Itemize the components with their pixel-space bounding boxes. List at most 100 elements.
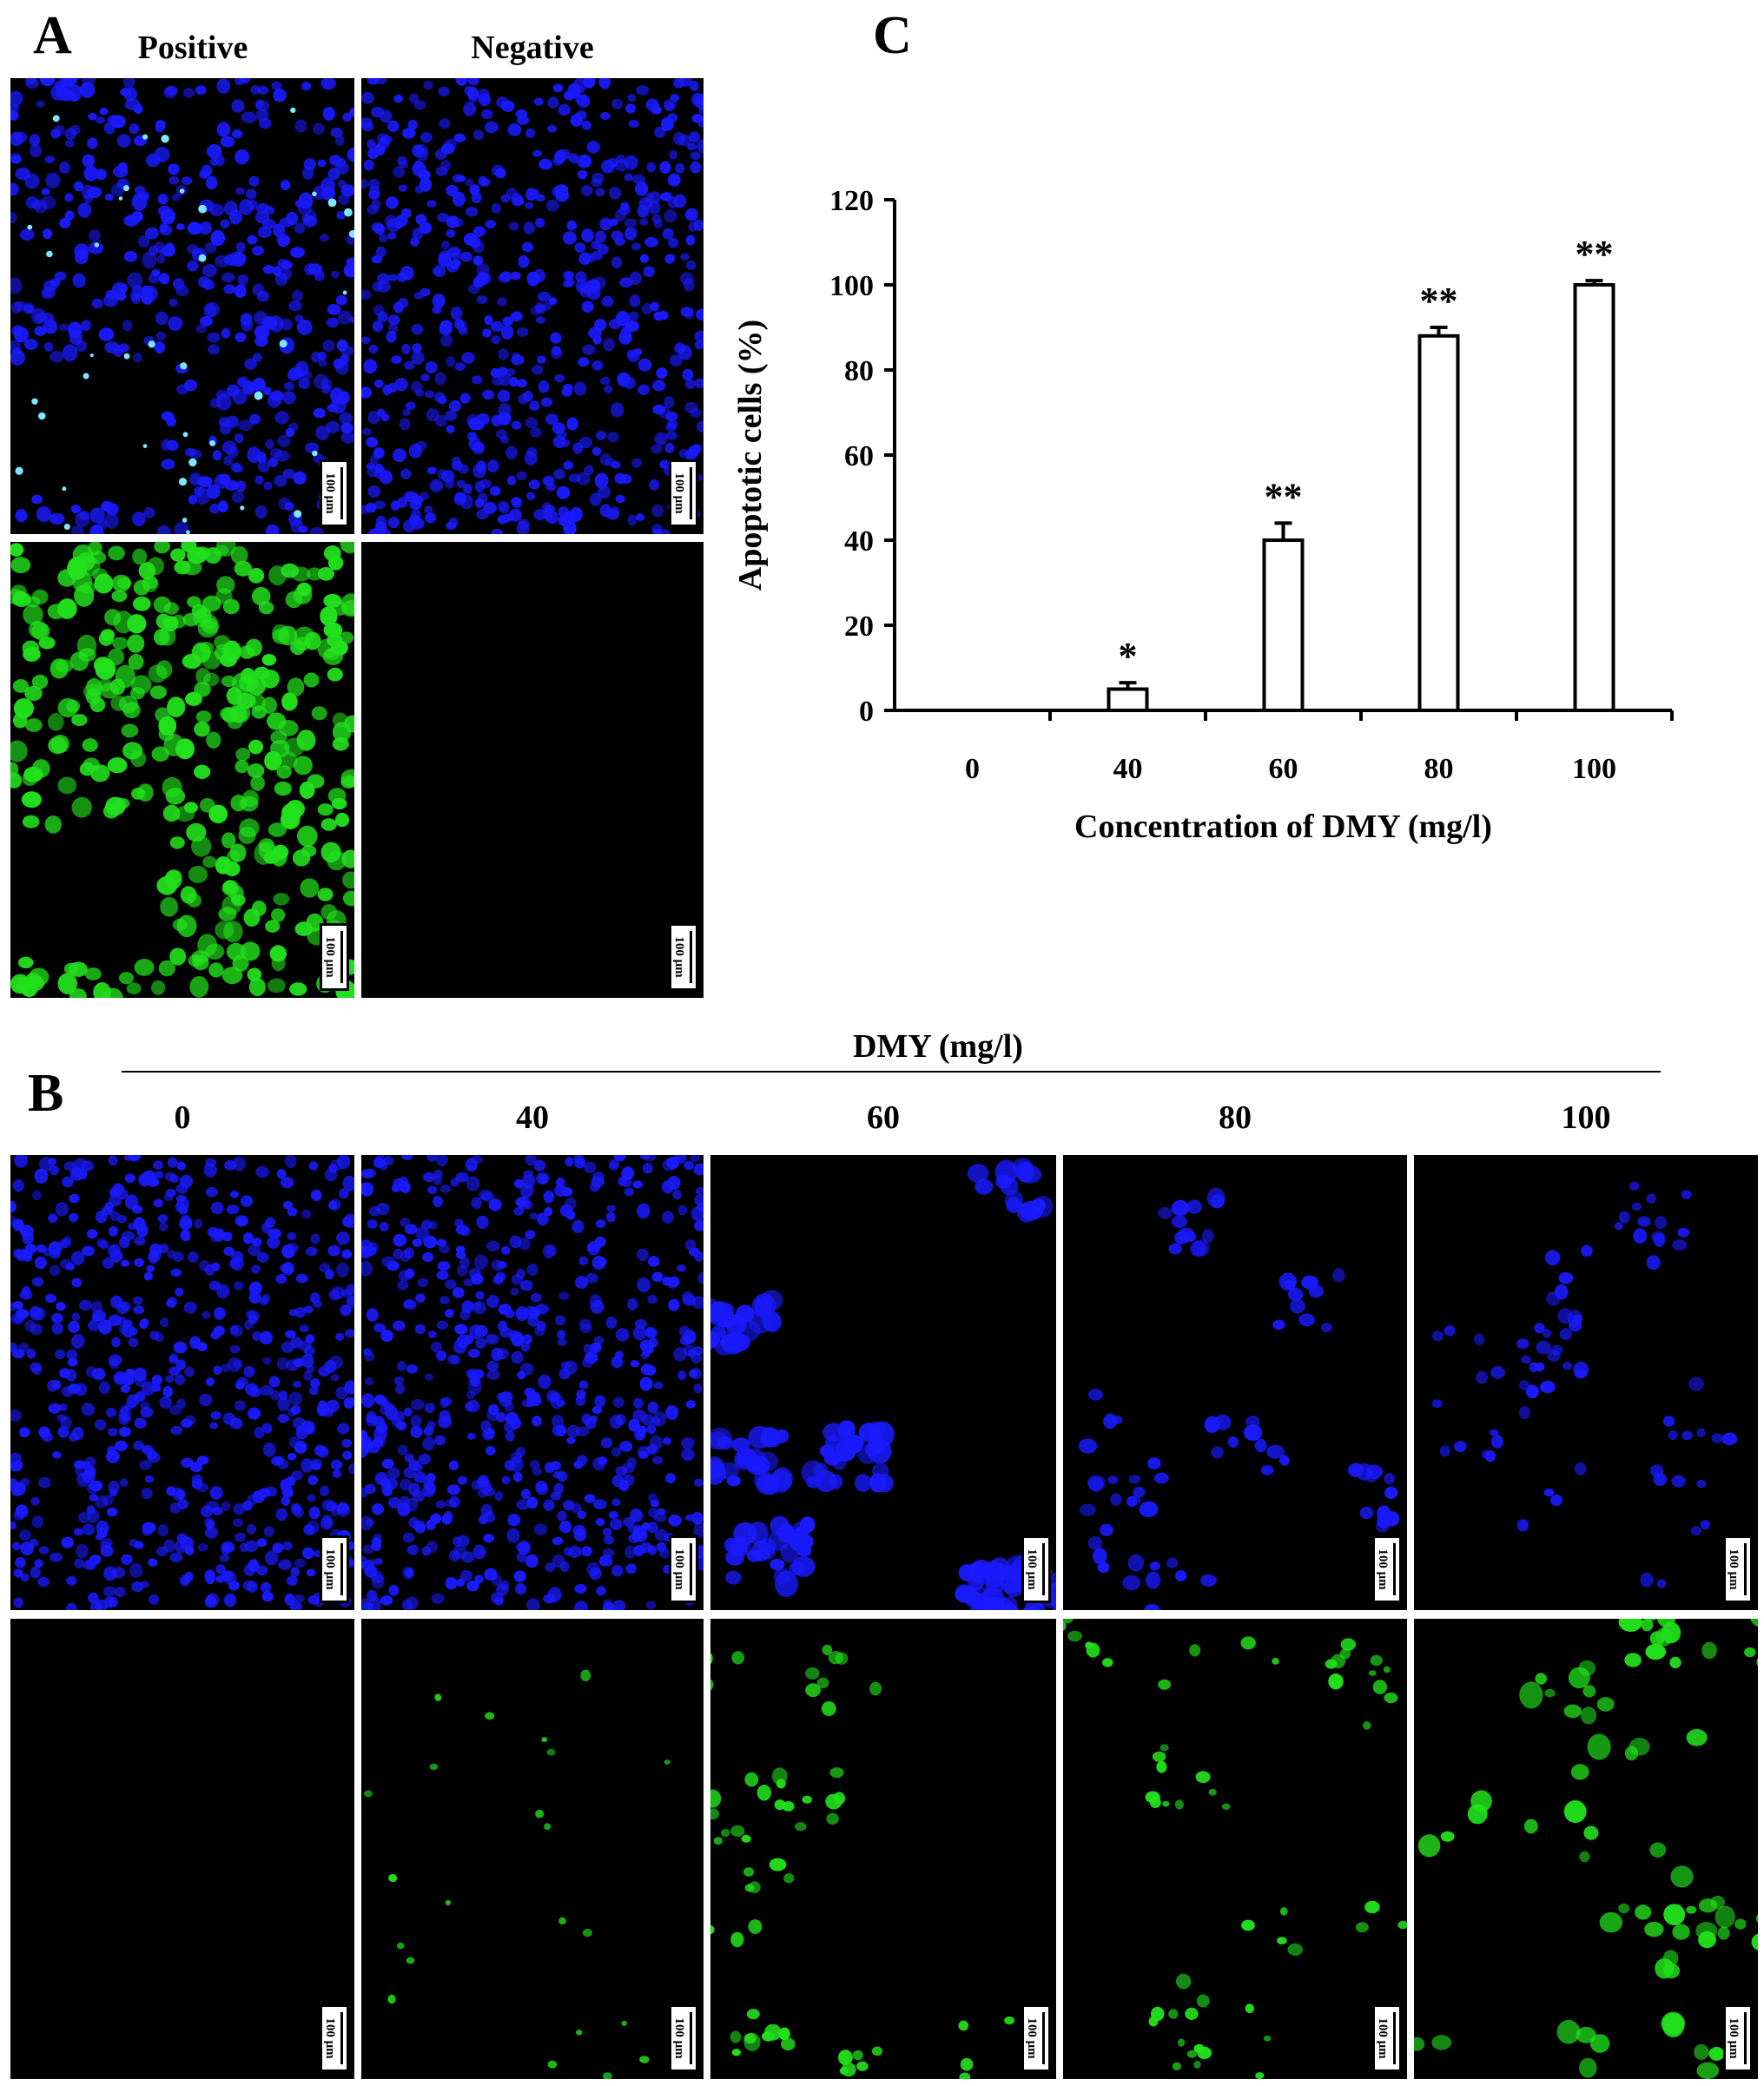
panel-b-0-dapi-image: 100 μm bbox=[10, 1155, 354, 1610]
scale-bar: 100 μm bbox=[1723, 2004, 1753, 2072]
bar bbox=[1417, 333, 1460, 713]
scale-bar: 100 μm bbox=[1723, 1535, 1753, 1603]
scale-bar-label: 100 μm bbox=[1375, 1548, 1390, 1590]
micrograph-texture bbox=[361, 1155, 704, 1610]
panel-c-bar-chart: 0 20 40 60 80 100 120 0 * 40 ** 60 ** 80 ** 100 Concentr… bbox=[732, 185, 1674, 845]
scale-bar-label: 100 μm bbox=[1024, 2017, 1039, 2059]
panel-b-40-tunel-image: 100 μm bbox=[361, 1619, 704, 2079]
panel-b-100-tunel-image: 100 μm bbox=[1414, 1619, 1758, 2079]
micrograph-texture bbox=[361, 78, 704, 534]
scale-bar-line bbox=[1042, 1543, 1045, 1595]
scale-bar-line bbox=[1393, 1543, 1396, 1595]
panel-b-80-dapi-image: 100 μm bbox=[1063, 1155, 1407, 1610]
y-axis-label: Apoptotic cells (%) bbox=[732, 320, 769, 591]
scale-bar: 100 μm bbox=[669, 459, 698, 527]
micrograph-texture bbox=[1078, 1187, 1400, 1610]
scale-bar-label: 100 μm bbox=[671, 936, 686, 978]
panel-a-negative-tunel-image: 100 μm bbox=[361, 542, 704, 998]
y-tick-label: 120 bbox=[829, 185, 874, 217]
scale-bar-line bbox=[340, 931, 343, 983]
scale-bar: 100 μm bbox=[669, 2004, 698, 2072]
micrograph-texture bbox=[364, 1669, 671, 2079]
x-tick-label: 60 bbox=[1269, 753, 1298, 785]
panel-b-col-80-header: 80 bbox=[1219, 1099, 1252, 1136]
scale-bar-line bbox=[690, 931, 692, 983]
x-tick-label: 0 bbox=[965, 753, 980, 785]
significance-marker: ** bbox=[1576, 233, 1614, 275]
scale-bar-label: 100 μm bbox=[322, 1548, 337, 1590]
scale-bar-line bbox=[340, 1543, 343, 1595]
scale-bar-label: 100 μm bbox=[1024, 1548, 1039, 1590]
x-axis-label: Concentration of DMY (mg/l) bbox=[1074, 809, 1492, 845]
scale-bar-label: 100 μm bbox=[322, 936, 337, 978]
scale-bar-line bbox=[1744, 2012, 1747, 2064]
scale-bar-label: 100 μm bbox=[1726, 1548, 1741, 1590]
scale-bar: 100 μm bbox=[320, 923, 349, 991]
significance-marker: ** bbox=[1265, 475, 1303, 518]
significance-marker: ** bbox=[1420, 280, 1458, 322]
micrograph-texture bbox=[10, 1619, 354, 2079]
panel-a-positive-tunel-image: 100 μm bbox=[10, 542, 354, 998]
scale-bar-line bbox=[340, 467, 343, 519]
scale-bar: 100 μm bbox=[1372, 2004, 1402, 2072]
panel-a-positive-dapi-image: 100 μm bbox=[10, 78, 354, 534]
micrograph-texture bbox=[10, 78, 354, 534]
scale-bar-label: 100 μm bbox=[671, 472, 686, 514]
x-tick-label: 80 bbox=[1424, 753, 1454, 785]
panel-c-label: C bbox=[873, 6, 912, 65]
significance-marker: * bbox=[1119, 635, 1138, 677]
micrograph-texture bbox=[361, 542, 704, 998]
scale-bar-label: 100 μm bbox=[671, 2017, 686, 2059]
scale-bar: 100 μm bbox=[1372, 1535, 1402, 1603]
scale-bar: 100 μm bbox=[320, 2004, 349, 2072]
micrograph-texture bbox=[1063, 1619, 1407, 2079]
panel-b-label: B bbox=[28, 1064, 64, 1123]
micrograph-texture bbox=[10, 1155, 354, 1610]
panel-b-60-dapi-image: 100 μm bbox=[710, 1155, 1056, 1610]
scale-bar: 100 μm bbox=[1021, 1535, 1051, 1603]
scale-bar-label: 100 μm bbox=[1726, 2017, 1741, 2059]
panel-b-col-40-header: 40 bbox=[516, 1099, 549, 1136]
panel-b-col-100-header: 100 bbox=[1561, 1099, 1611, 1136]
micrograph-texture bbox=[710, 1644, 1015, 2079]
scale-bar-line bbox=[1042, 2012, 1045, 2064]
scale-bar-label: 100 μm bbox=[322, 472, 337, 514]
scale-bar: 100 μm bbox=[320, 459, 349, 527]
x-tick-label: 100 bbox=[1572, 753, 1616, 785]
panel-b-80-tunel-image: 100 μm bbox=[1063, 1619, 1407, 2079]
panel-b-40-dapi-image: 100 μm bbox=[361, 1155, 704, 1610]
panel-b-col-0-header: 0 bbox=[174, 1099, 191, 1136]
scale-bar: 100 μm bbox=[1021, 2004, 1051, 2072]
panel-b-header-rule bbox=[122, 1071, 1661, 1073]
bar bbox=[1107, 687, 1149, 712]
scale-bar-line bbox=[690, 2012, 692, 2064]
micrograph-texture bbox=[710, 1158, 1056, 1610]
scale-bar-line bbox=[690, 1543, 692, 1595]
panel-a-label: A bbox=[33, 6, 72, 65]
micrograph-texture bbox=[10, 542, 354, 998]
scale-bar-line bbox=[340, 2012, 343, 2064]
bar bbox=[1262, 538, 1305, 712]
panel-b-100-dapi-image: 100 μm bbox=[1414, 1155, 1758, 1610]
scale-bar-line bbox=[690, 467, 692, 519]
panel-b-60-tunel-image: 100 μm bbox=[710, 1619, 1056, 2079]
panel-b-0-tunel-image: 100 μm bbox=[10, 1619, 354, 2079]
y-tick-label: 0 bbox=[859, 696, 874, 728]
bar bbox=[1573, 283, 1615, 712]
y-tick-label: 80 bbox=[844, 355, 874, 387]
scale-bar: 100 μm bbox=[669, 923, 698, 991]
panel-a-positive-header: Positive bbox=[137, 30, 248, 66]
micrograph-texture bbox=[1431, 1181, 1738, 1588]
panel-b-col-60-header: 60 bbox=[867, 1099, 900, 1136]
scale-bar-label: 100 μm bbox=[671, 1548, 686, 1590]
scale-bar: 100 μm bbox=[669, 1535, 698, 1603]
x-tick-label: 40 bbox=[1113, 753, 1143, 785]
scale-bar: 100 μm bbox=[320, 1535, 349, 1603]
scale-bar-line bbox=[1744, 1543, 1747, 1595]
scale-bar-label: 100 μm bbox=[1375, 2017, 1390, 2059]
panel-b-header: DMY (mg/l) bbox=[853, 1028, 1023, 1065]
y-tick-label: 40 bbox=[844, 525, 874, 558]
panel-a-negative-header: Negative bbox=[471, 30, 594, 66]
scale-bar-line bbox=[1393, 2012, 1396, 2064]
panel-a-negative-dapi-image: 100 μm bbox=[361, 78, 704, 534]
